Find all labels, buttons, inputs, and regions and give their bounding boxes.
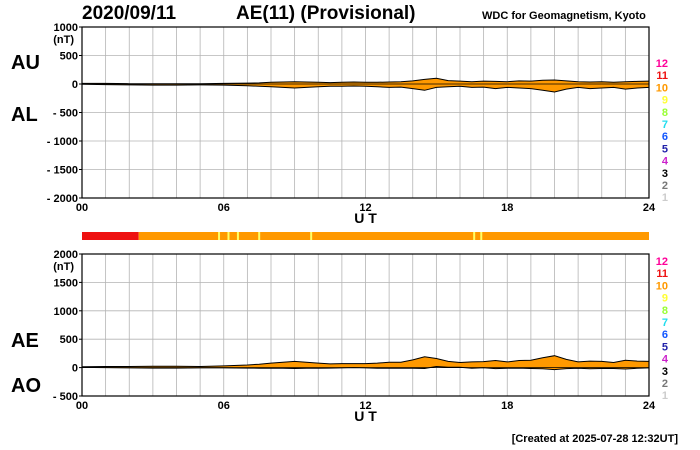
station-count-legend-item: 5 bbox=[662, 143, 668, 155]
station-count-legend-item: 2 bbox=[662, 180, 668, 192]
x-tick-label: 24 bbox=[643, 202, 656, 214]
station-count-legend-item: 7 bbox=[662, 317, 668, 329]
plot-date: 2020/09/11 bbox=[82, 3, 177, 24]
station-count-legend-item: 10 bbox=[656, 280, 668, 292]
station-count-legend-item: 11 bbox=[656, 70, 668, 82]
station-count-mark bbox=[310, 232, 313, 240]
x-tick-label: 06 bbox=[218, 202, 230, 214]
x-tick-label: 18 bbox=[501, 202, 513, 214]
index-label-al: AL bbox=[11, 104, 38, 126]
series-line-au bbox=[82, 77, 650, 85]
station-count-legend-item: 10 bbox=[656, 82, 668, 94]
y-tick-label: 0 bbox=[72, 79, 78, 91]
station-count-legend-item: 1 bbox=[662, 192, 668, 204]
x-tick-label: 12 bbox=[359, 400, 371, 412]
x-tick-label: 12 bbox=[359, 202, 371, 214]
plot-title: AE(11) (Provisional) bbox=[236, 3, 416, 24]
y-tick-label: - 500 bbox=[53, 108, 78, 120]
x-axis-label: U T bbox=[354, 210, 377, 226]
y-tick-label: 1000 bbox=[54, 22, 78, 34]
x-tick-label: 00 bbox=[76, 202, 88, 214]
y-unit-label: (nT) bbox=[53, 261, 74, 273]
y-unit-label: (nT) bbox=[53, 34, 74, 46]
station-count-legend-item: 9 bbox=[662, 95, 668, 107]
station-count-mark bbox=[480, 232, 483, 240]
station-count-legend-item: 3 bbox=[662, 366, 668, 378]
station-count-legend-item: 5 bbox=[662, 341, 668, 353]
series-line-al bbox=[81, 83, 650, 93]
data-source-label: WDC for Geomagnetism, Kyoto bbox=[482, 10, 646, 22]
station-count-legend-item: 1 bbox=[662, 390, 668, 402]
station-count-legend-item: 8 bbox=[662, 305, 668, 317]
station-count-legend-item: 4 bbox=[662, 156, 669, 168]
created-timestamp: [Created at 2025-07-28 12:32UT] bbox=[511, 433, 678, 445]
station-count-legend-item: 2 bbox=[662, 378, 668, 390]
station-count-mark bbox=[258, 232, 261, 240]
y-tick-label: 500 bbox=[60, 334, 78, 346]
y-tick-label: 1500 bbox=[54, 277, 78, 289]
station-count-legend-item: 12 bbox=[656, 256, 668, 268]
x-tick-label: 24 bbox=[643, 400, 656, 412]
index-label-ae: AE bbox=[11, 330, 39, 352]
x-axis-label: U T bbox=[354, 408, 377, 424]
y-tick-label: 0 bbox=[72, 363, 78, 375]
station-count-legend-item: 6 bbox=[662, 131, 668, 143]
x-tick-label: 06 bbox=[218, 400, 230, 412]
chart-panel-au-al: 1000 500 0 - 500 - 1000 - 1500 - 2000 (nT) 00 06 1… bbox=[11, 22, 669, 226]
station-count-legend-item: 12 bbox=[656, 58, 668, 70]
x-tick-label: 00 bbox=[76, 400, 88, 412]
station-count-segment bbox=[138, 232, 649, 240]
y-tick-label: - 1000 bbox=[47, 136, 78, 148]
station-count-legend-item: 3 bbox=[662, 168, 668, 180]
station-count-legend-item: 7 bbox=[662, 119, 668, 131]
station-count-legend-item: 8 bbox=[662, 107, 668, 119]
station-count-mark bbox=[218, 232, 221, 240]
station-count-mark bbox=[236, 232, 239, 240]
station-count-legend-item: 4 bbox=[662, 354, 669, 366]
index-label-au: AU bbox=[11, 52, 40, 74]
station-count-legend-item: 6 bbox=[662, 329, 668, 341]
index-label-ao: AO bbox=[11, 375, 41, 397]
x-tick-label: 18 bbox=[501, 400, 513, 412]
station-count-legend-item: 11 bbox=[656, 268, 668, 280]
station-count-bar bbox=[82, 232, 649, 240]
y-tick-label: 2000 bbox=[54, 249, 78, 261]
y-tick-label: - 1500 bbox=[47, 165, 78, 177]
y-tick-label: - 500 bbox=[53, 391, 78, 403]
station-count-legend-item: 9 bbox=[662, 293, 668, 305]
y-tick-label: 500 bbox=[60, 51, 78, 63]
station-count-mark bbox=[473, 232, 476, 240]
y-tick-label: - 2000 bbox=[47, 193, 78, 205]
y-tick-label: 1000 bbox=[54, 306, 78, 318]
series-line-ae bbox=[81, 355, 650, 368]
station-count-mark bbox=[227, 232, 230, 240]
plot-frame bbox=[81, 253, 650, 397]
series-line-ao bbox=[81, 365, 650, 371]
station-count-segment bbox=[82, 232, 139, 240]
